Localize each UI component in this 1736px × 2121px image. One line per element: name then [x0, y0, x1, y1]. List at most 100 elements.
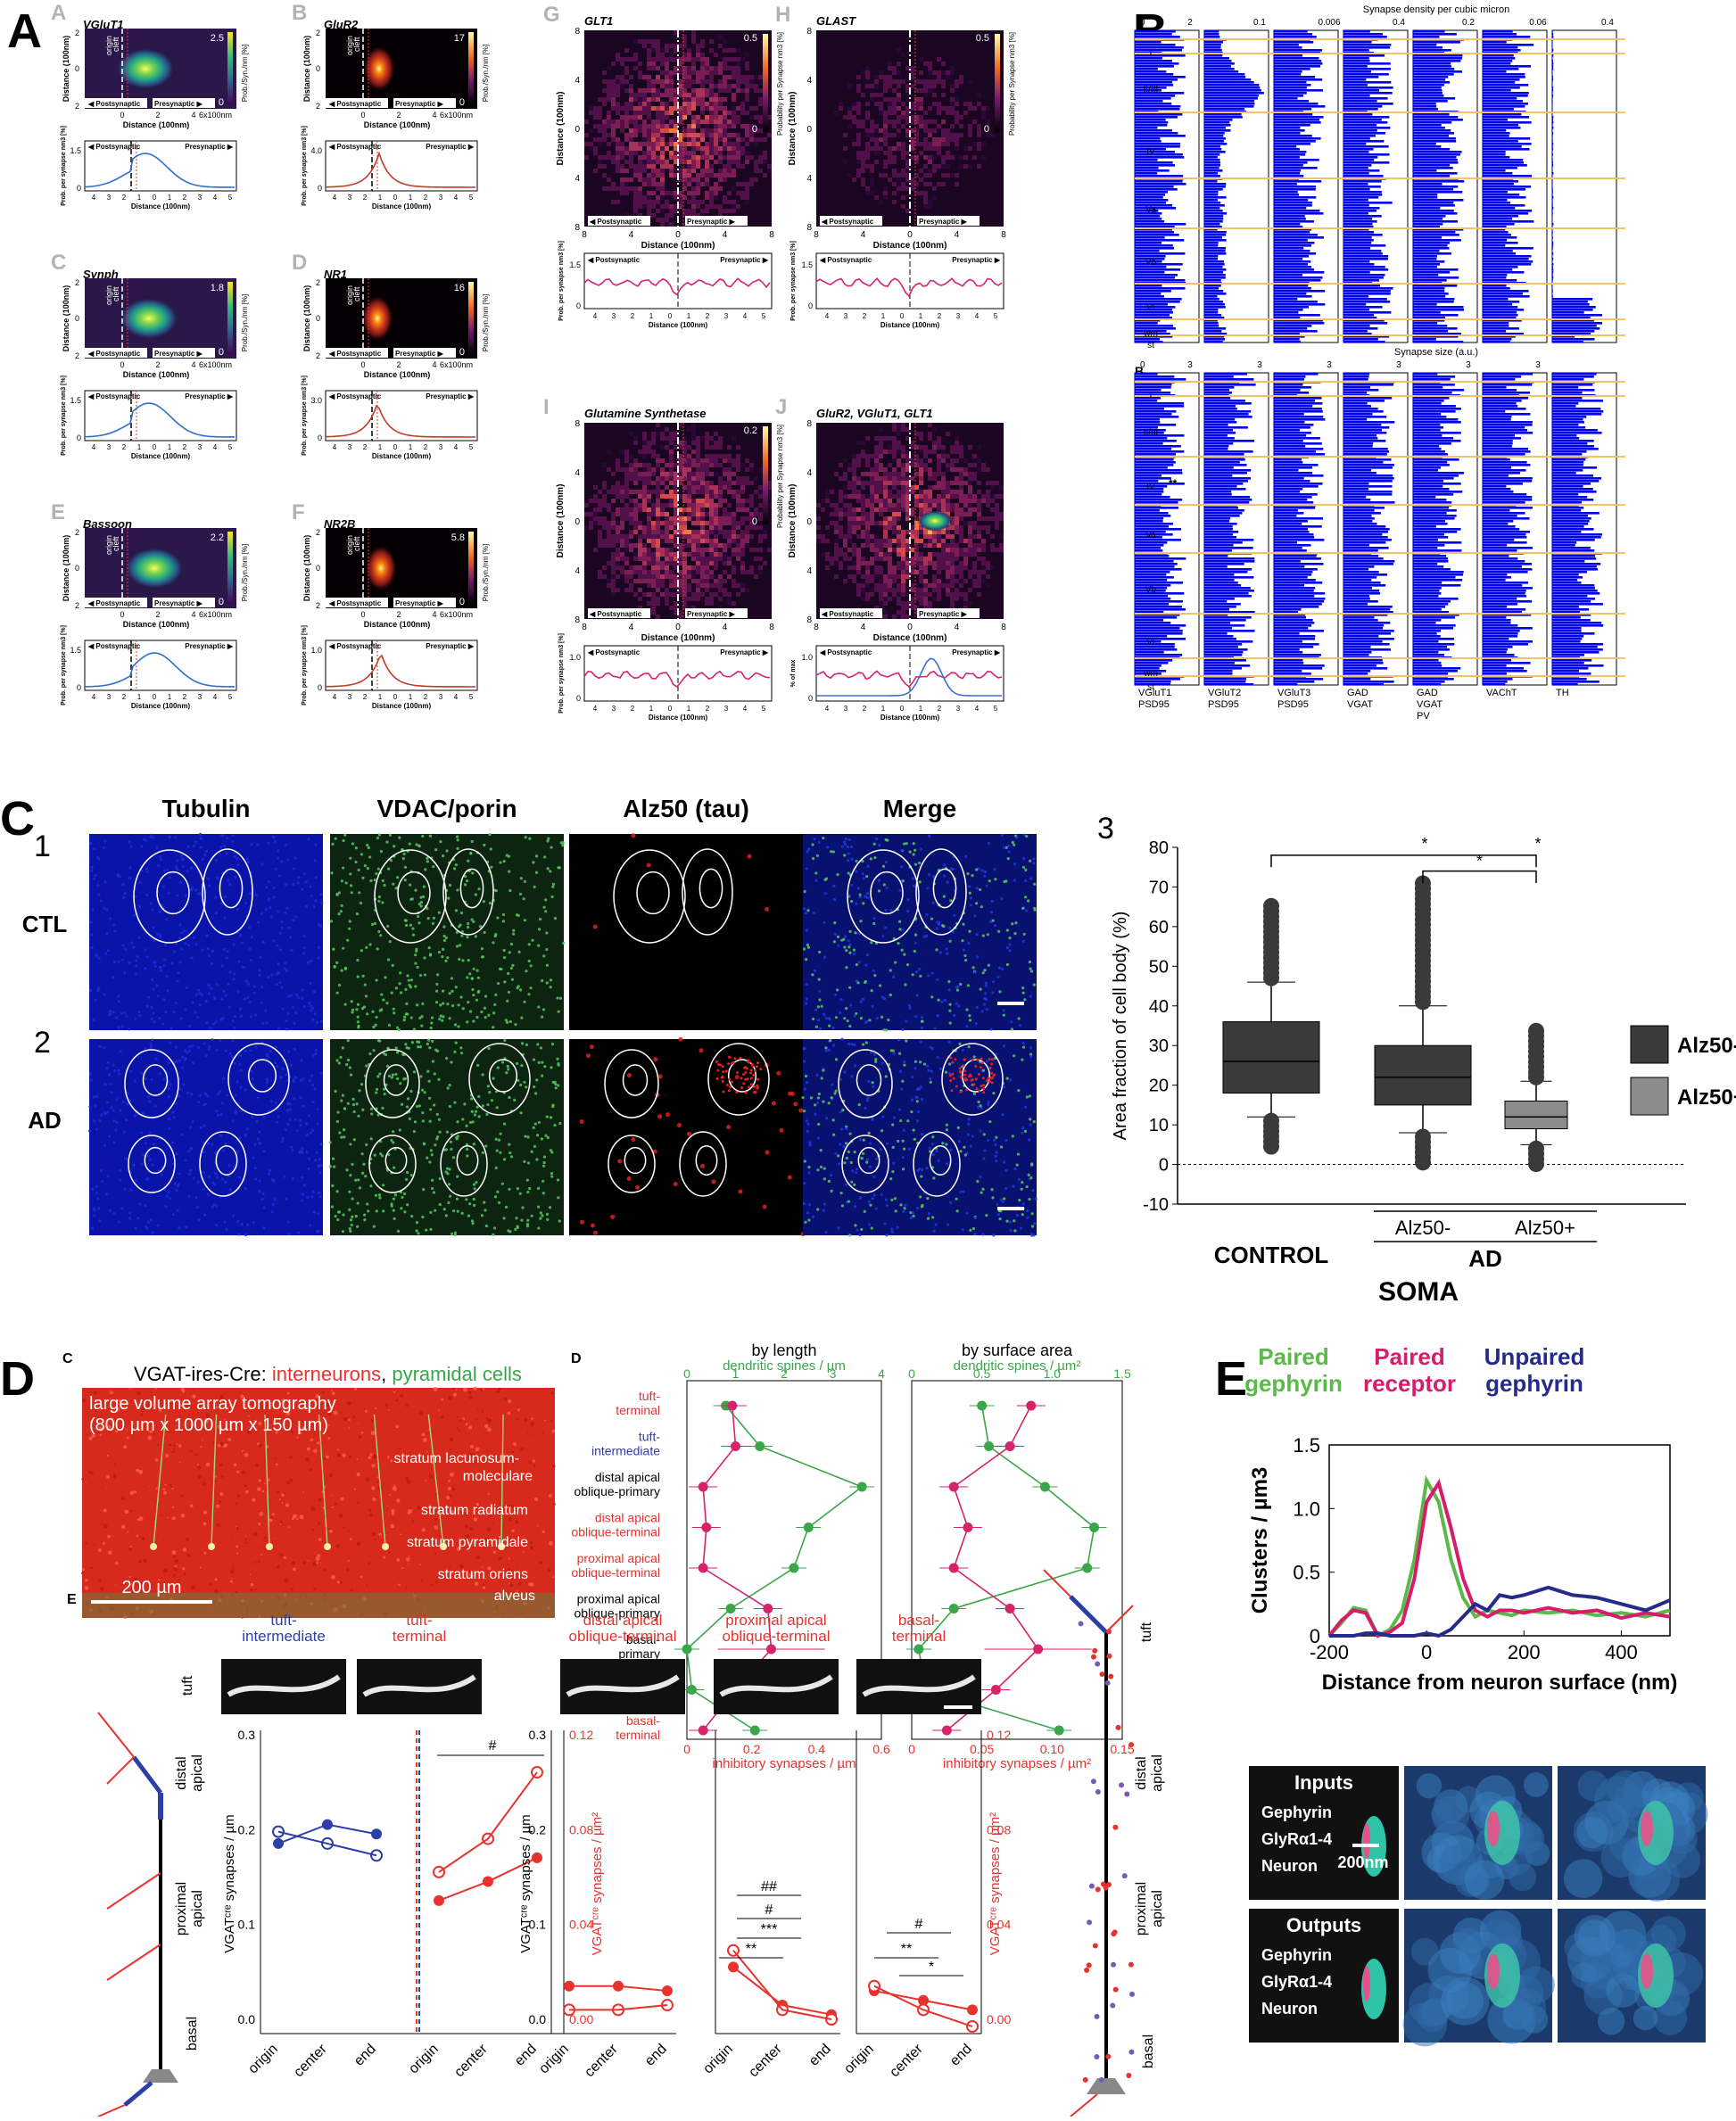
- label-text: 5: [469, 443, 474, 451]
- label-text: 4: [575, 174, 580, 184]
- stratum-label: stratum pyramidale: [407, 1535, 528, 1550]
- label-text: 4: [432, 360, 436, 369]
- panelB-svg: Synapse density per cubic micronSynapse …: [1133, 0, 1736, 767]
- label-text: 6x100nm: [440, 610, 473, 619]
- label-text: origin: [345, 285, 354, 305]
- label-text: 8: [575, 27, 580, 37]
- label-text: E: [67, 1592, 77, 1607]
- label-text: 5: [228, 194, 233, 202]
- label-text: 3: [439, 443, 443, 451]
- label-text: 2: [396, 111, 401, 120]
- label-text: 3: [1097, 812, 1114, 846]
- label-text: 4: [806, 174, 812, 184]
- label-text: 0: [219, 347, 224, 358]
- label-text: 3.0: [310, 396, 322, 405]
- label-text: 3: [1327, 360, 1332, 370]
- label-text: Presynaptic ▶: [395, 100, 444, 108]
- label-text: 1: [137, 443, 142, 451]
- layer-label: st: [1147, 341, 1154, 351]
- label-text: 0: [808, 694, 813, 703]
- label-text: Distance (100nm): [880, 321, 940, 329]
- label-text: -200: [1310, 1641, 1349, 1663]
- label-text: Prob./Syn./nm [%]: [241, 45, 249, 102]
- spine-point: [1040, 1482, 1050, 1492]
- profile-line: [326, 406, 475, 437]
- label-text: ◀ Postsynaptic: [87, 143, 141, 151]
- label-text: 1.0: [569, 653, 581, 662]
- label-text: 5: [762, 312, 766, 320]
- label-text: 3: [1396, 360, 1401, 370]
- label-text: Distance (100nm): [302, 36, 311, 103]
- label-text: ◀ Postsynaptic: [328, 392, 382, 400]
- label-text: 4: [213, 194, 218, 202]
- column-label: PSD95: [1277, 699, 1309, 710]
- label-text: 2: [75, 278, 79, 287]
- label-text: 0.1: [238, 1918, 256, 1932]
- segment-title: distal apical: [583, 1612, 663, 1629]
- label-text: 4: [629, 623, 634, 632]
- synapse-point: [942, 1726, 952, 1736]
- label-text: 3: [956, 312, 961, 320]
- layer-label: IV: [1146, 147, 1155, 157]
- label-text: #: [765, 1902, 773, 1918]
- subpanel-title: GluR2, VGluT1, GLT1: [816, 407, 933, 420]
- synapse-point: [1026, 1401, 1036, 1411]
- micrograph-0-2: [569, 833, 803, 1030]
- label-text: 4: [333, 693, 337, 701]
- label-text: 0.5: [1293, 1562, 1320, 1584]
- column-label: VGluT1: [1138, 688, 1171, 698]
- layer-label: VI: [1146, 638, 1154, 648]
- label-text: 0: [77, 433, 81, 442]
- row-label: basal-: [626, 1713, 660, 1728]
- label-text: 6x100nm: [440, 360, 473, 369]
- label-text: 4: [593, 312, 598, 320]
- segment-title: basal-: [898, 1612, 939, 1629]
- label-text: *: [1476, 852, 1483, 870]
- x-axis-label: SOMA: [1378, 1277, 1459, 1307]
- label-text: ◀ Postsynaptic: [87, 392, 141, 400]
- label-text: ◀ Postsynaptic: [87, 642, 141, 650]
- label-text: 0: [984, 124, 989, 135]
- label-text: Distance (100nm): [372, 452, 432, 460]
- label-text: *: [929, 1960, 934, 1975]
- label-text: Prob. per synapse nm3 [%]: [302, 376, 308, 456]
- subpanel-letter: B: [292, 1, 307, 25]
- label-text: 0: [1159, 1156, 1169, 1176]
- legend-item: Paired: [1374, 1343, 1445, 1370]
- label-text: Presynaptic ▶: [687, 610, 736, 618]
- label-text: 1.0: [310, 646, 322, 655]
- plot-title: by surface area: [962, 1341, 1073, 1359]
- label-text: Prob. per synapse nm3 [%]: [61, 376, 67, 456]
- box-1: [1375, 875, 1471, 1170]
- label-text: VGATᶜʳᵉ synapses / µm²: [590, 1812, 605, 1955]
- label-text: 8: [769, 623, 774, 632]
- label-text: 0: [219, 597, 224, 607]
- label-text: proximal: [1134, 1882, 1149, 1935]
- label-text: 3: [198, 194, 203, 202]
- label-text: 8: [582, 623, 587, 632]
- label-text: 4: [861, 230, 866, 240]
- label-text: Probability per Synapse nm3 [%]: [776, 425, 784, 528]
- synapse-point: [963, 1523, 972, 1532]
- profile-line: [816, 278, 1002, 296]
- label-text: 0: [752, 124, 757, 135]
- y-axis-label: Clusters / µm3: [1248, 1467, 1272, 1614]
- profile-line: [326, 153, 475, 187]
- row-label: distal apical: [595, 1511, 660, 1525]
- label-text: 0.12: [987, 1728, 1011, 1742]
- segment-title: intermediate: [242, 1628, 326, 1645]
- label-text: 3: [1466, 360, 1471, 370]
- label-text: 0: [318, 433, 322, 442]
- label-text: Distance (100nm): [372, 702, 432, 710]
- label-text: 8: [769, 230, 774, 240]
- label-text: end: [351, 2042, 379, 2069]
- label-text: 2: [316, 102, 320, 111]
- colorbar-max: 2.2: [211, 532, 224, 543]
- neuron-schematic-right: [1044, 1570, 1135, 2117]
- label-text: 5: [469, 693, 474, 701]
- colorbar-max: 0.5: [744, 33, 757, 44]
